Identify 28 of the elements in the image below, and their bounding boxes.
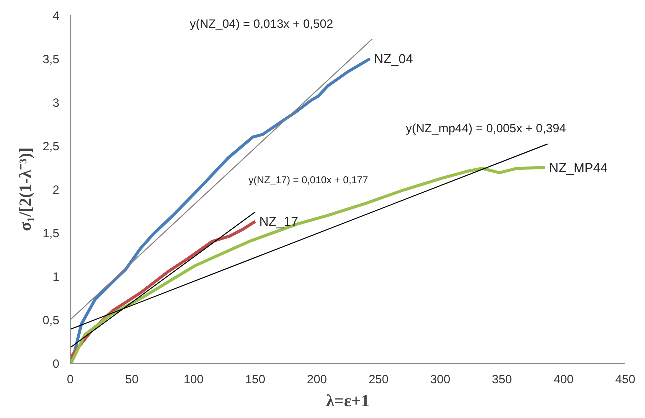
y-tick-label: 0,5 <box>42 314 60 328</box>
y-tick-label: 3,5 <box>42 52 60 66</box>
annotation: y(NZ_17) = 0,010x + 0,177 <box>248 175 369 186</box>
series-label: NZ_17 <box>260 214 299 230</box>
x-tick-label: 250 <box>368 372 390 386</box>
x-tick-label: 150 <box>245 372 266 386</box>
x-tick-label: 400 <box>554 372 574 386</box>
y-tick-label: 2,5 <box>42 140 60 154</box>
annotation: y(NZ_04) = 0,013x + 0,502 <box>190 17 334 32</box>
x-tick-label: 50 <box>125 372 140 386</box>
x-tick-label: 300 <box>430 372 451 386</box>
line-series <box>70 166 547 364</box>
y-tick-label: 4 <box>52 9 60 23</box>
x-tick-label: 450 <box>615 372 636 386</box>
y-tick-label: 0 <box>52 357 60 371</box>
x-tick-label: 100 <box>184 372 204 386</box>
x-tick-label: 200 <box>307 372 328 386</box>
y-tick-label: 1,5 <box>42 226 60 240</box>
x-tick-label: 0 <box>67 372 74 386</box>
y-axis-title: σ₁/[2(1-λ⁻³)] <box>16 148 35 232</box>
series-label: NZ_MP44 <box>549 160 608 176</box>
x-axis-title: λ=ε+1 <box>326 392 370 410</box>
y-tick-label: 3 <box>52 96 60 110</box>
x-tick-label: 350 <box>492 372 513 386</box>
annotation: y(NZ_mp44) = 0,005x + 0,394 <box>406 122 567 136</box>
series-label: NZ_04 <box>374 52 414 66</box>
y-tick-label: 2 <box>52 183 60 197</box>
y-tick-label: 1 <box>52 270 60 284</box>
